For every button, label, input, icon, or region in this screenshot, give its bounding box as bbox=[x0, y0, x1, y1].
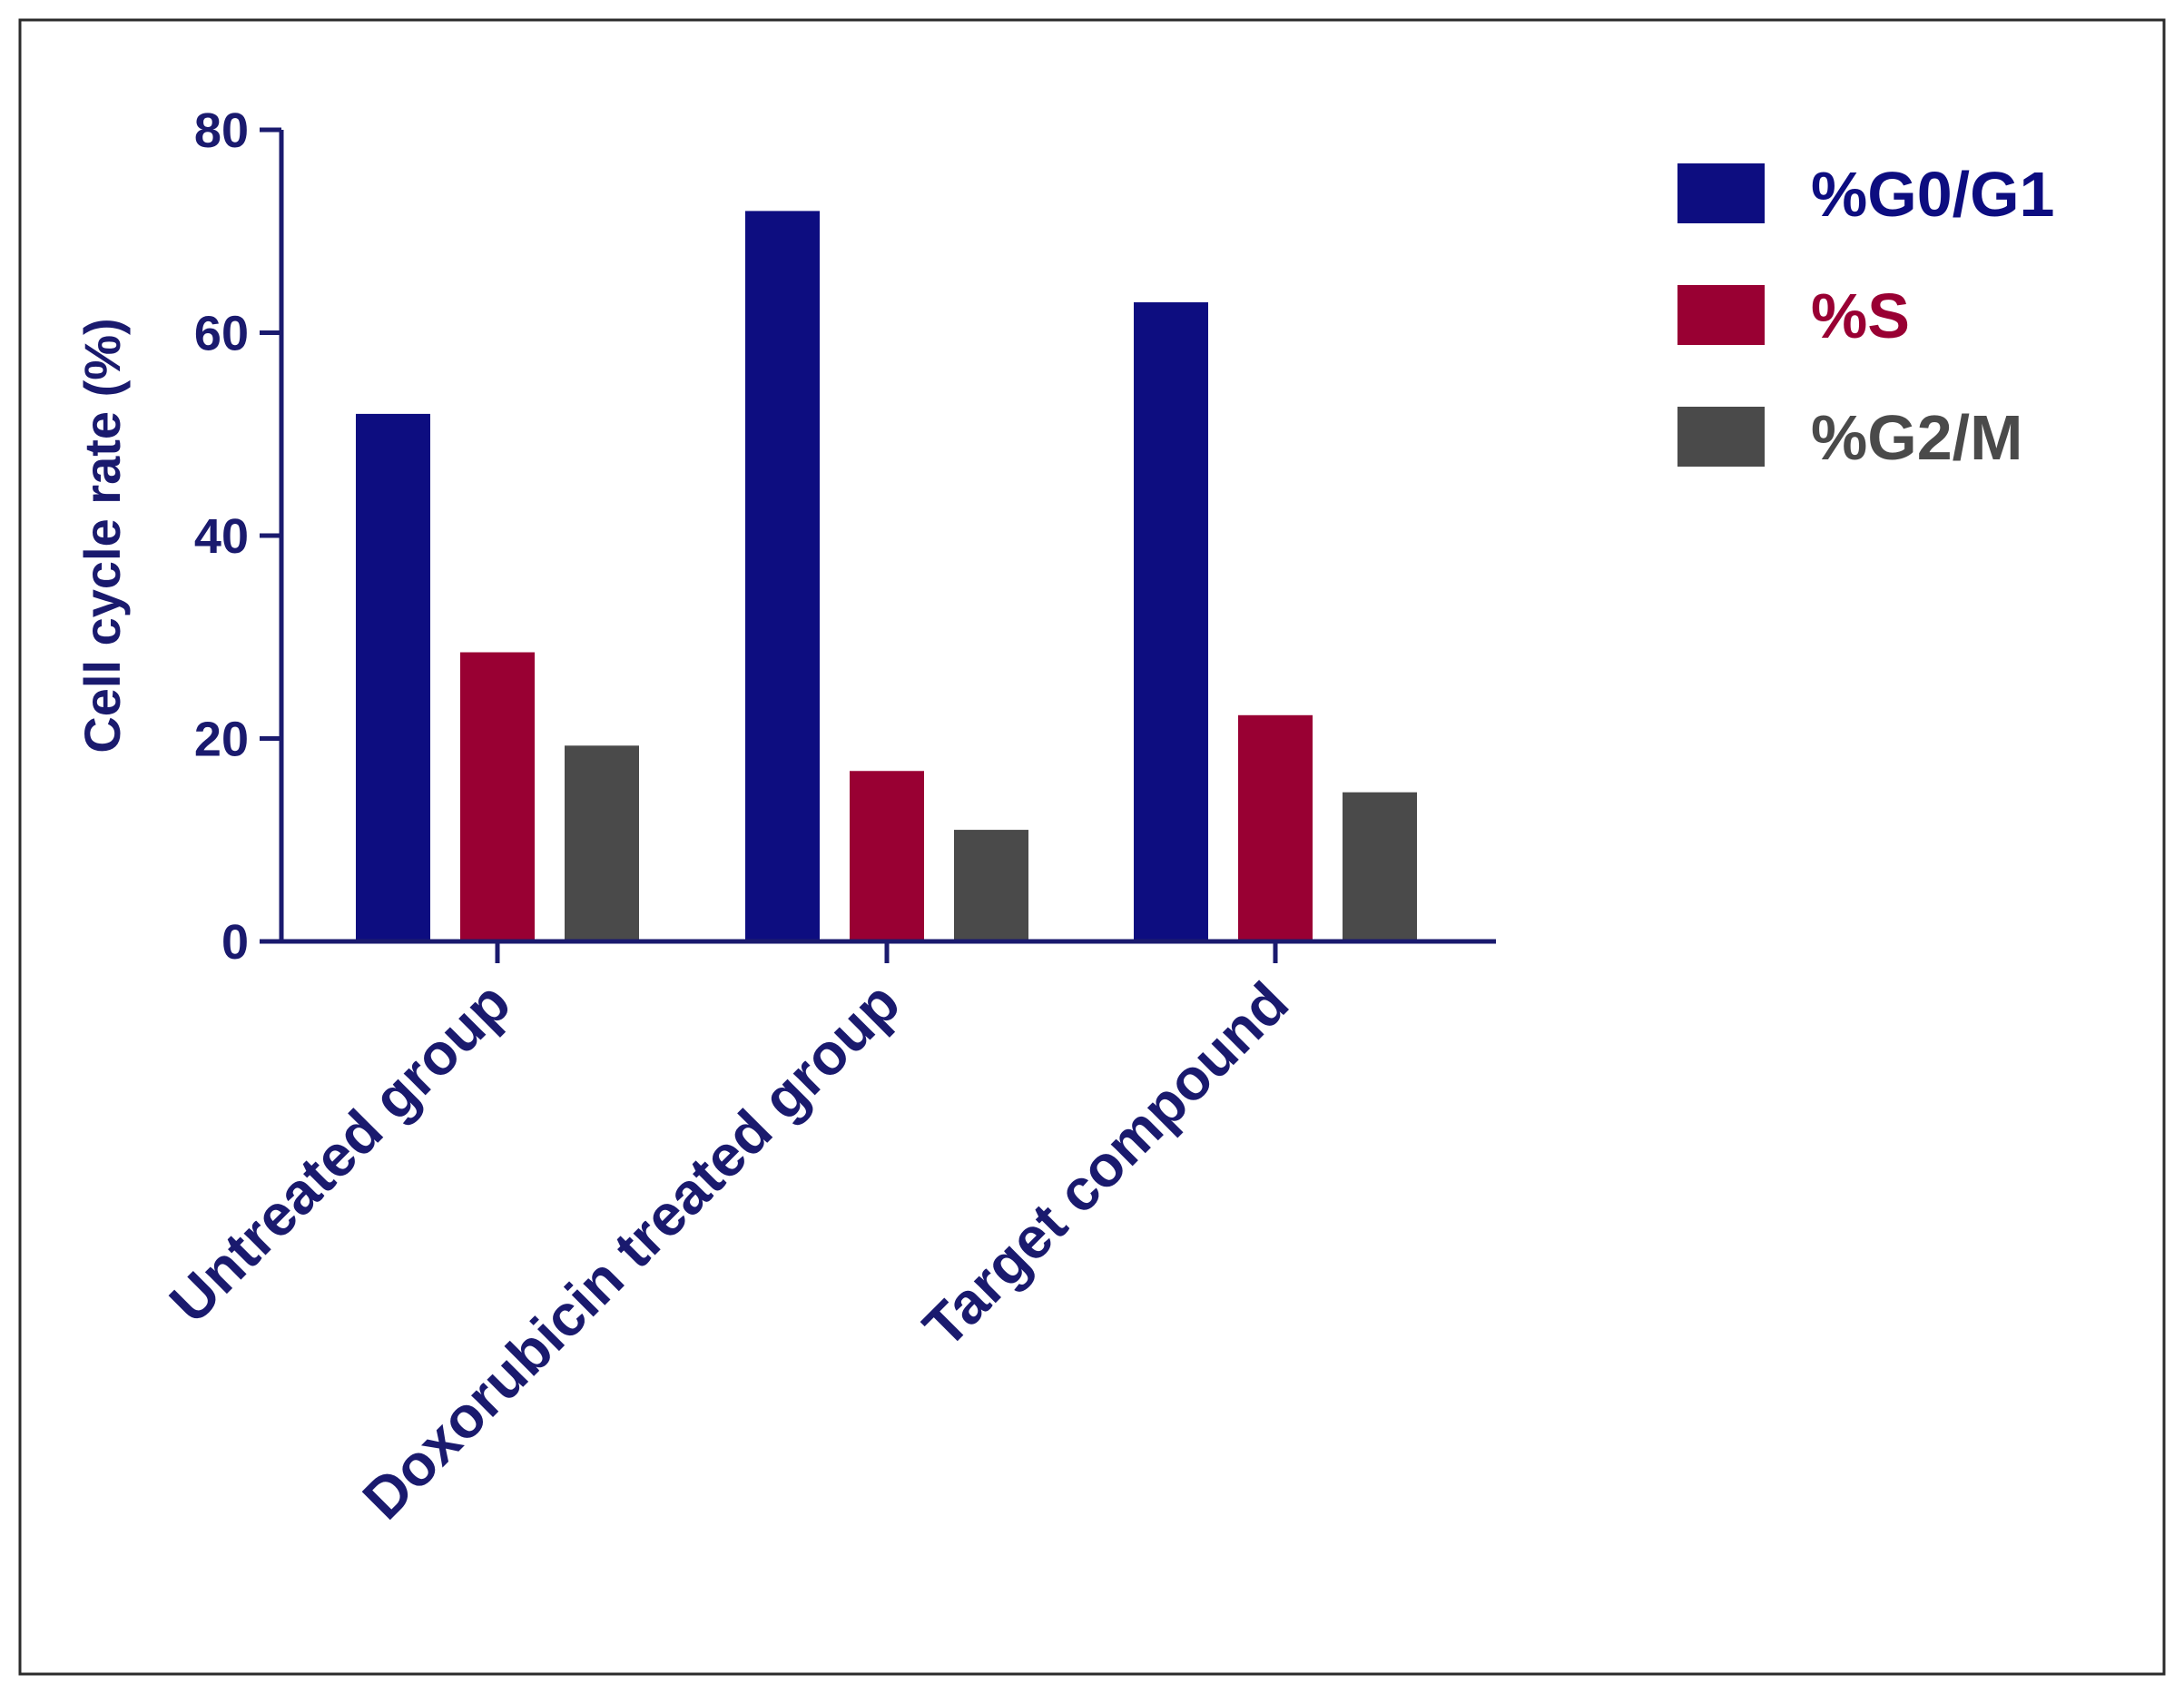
x-category-label: Untreated group bbox=[157, 970, 523, 1335]
legend-swatch bbox=[1677, 163, 1765, 223]
bar-g0g1-3 bbox=[1134, 301, 1208, 942]
y-axis-title: Cell cycle rate (%) bbox=[74, 318, 131, 753]
legend-swatch bbox=[1677, 407, 1765, 467]
legend-label: %S bbox=[1811, 281, 1910, 351]
y-tick-label: 40 bbox=[194, 509, 249, 564]
bar-g2m-3 bbox=[1343, 792, 1417, 941]
bar-s-2 bbox=[850, 771, 924, 941]
bars-layer bbox=[356, 211, 1417, 942]
y-tick-label: 80 bbox=[194, 103, 249, 158]
bar-g2m-2 bbox=[954, 830, 1028, 941]
bar-g2m-1 bbox=[565, 745, 639, 941]
y-tick-label: 0 bbox=[221, 915, 249, 970]
y-tick-label: 20 bbox=[194, 713, 249, 767]
legend-label: %G2/M bbox=[1811, 402, 2022, 473]
bar-s-1 bbox=[460, 652, 535, 941]
bar-s-3 bbox=[1238, 714, 1313, 941]
legend-label: %G0/G1 bbox=[1811, 159, 2054, 230]
bar-g0g1-2 bbox=[745, 211, 820, 941]
legend-swatch bbox=[1677, 285, 1765, 345]
legend: %G0/G1 %S %G2/M bbox=[1677, 159, 2054, 473]
bar-g0g1-1 bbox=[356, 413, 430, 941]
figure-border bbox=[18, 18, 2166, 1676]
y-tick-label: 60 bbox=[194, 307, 249, 361]
y-ticks: 0 20 40 60 80 bbox=[194, 103, 281, 970]
x-category-label: Target compound bbox=[910, 970, 1301, 1360]
